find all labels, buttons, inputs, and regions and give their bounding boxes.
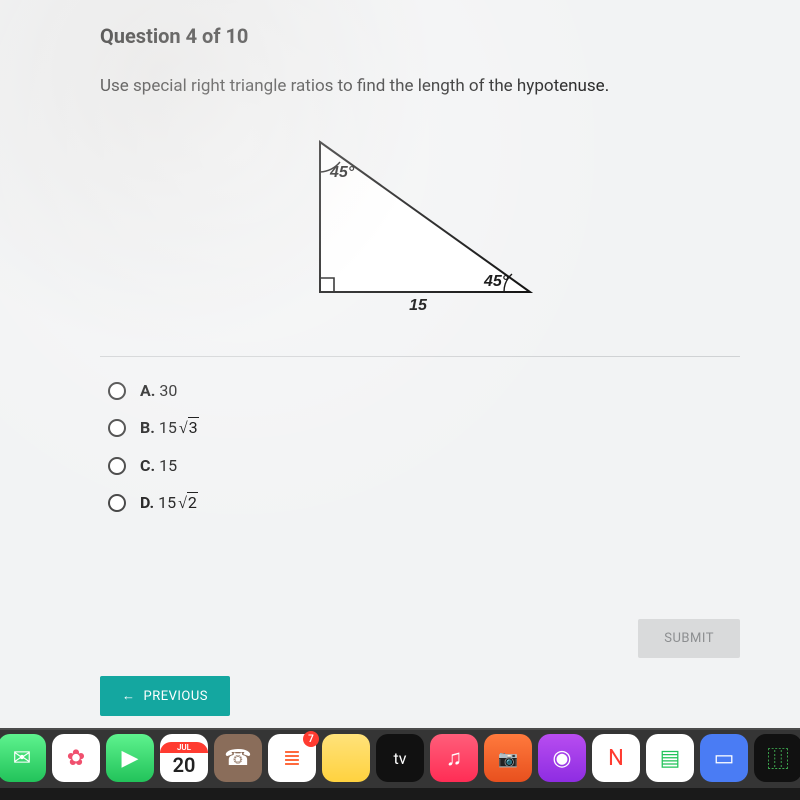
messages-icon[interactable]: ✉ <box>0 734 46 782</box>
tv-icon[interactable]: tv <box>376 734 424 782</box>
radio-a[interactable] <box>108 382 126 400</box>
reminders-icon[interactable]: ≣7 <box>268 734 316 782</box>
photobooth-icon[interactable]: 📷 <box>484 734 532 782</box>
stocks-icon[interactable]: ⿲ <box>754 734 800 782</box>
option-b-label: B. 15√3 <box>140 418 199 438</box>
podcasts-icon[interactable]: ◉ <box>538 734 586 782</box>
angle-top-label: 45° <box>329 164 355 181</box>
radio-b[interactable] <box>108 419 126 437</box>
calendar-month: JUL <box>160 742 208 753</box>
numbers-icon[interactable]: ▤ <box>646 734 694 782</box>
arrow-left-icon: ← <box>122 688 136 704</box>
radio-d[interactable] <box>108 494 126 512</box>
submit-button[interactable]: SUBMIT <box>638 619 740 658</box>
option-d[interactable]: D. 15√2 <box>108 493 740 513</box>
option-c[interactable]: C. 15 <box>108 456 740 475</box>
badge: 7 <box>303 731 319 747</box>
question-header: Question 4 of 10 <box>100 24 740 48</box>
news-icon[interactable]: N <box>592 734 640 782</box>
option-a[interactable]: A. 30 <box>108 381 740 400</box>
option-d-label: D. 15√2 <box>140 493 198 513</box>
music-icon[interactable]: ♫ <box>430 734 478 782</box>
macos-dock: ☺✉✿▶JUL20☎≣7tv♫📷◉N▤▭⿲✎ <box>0 728 800 788</box>
facetime-icon[interactable]: ▶ <box>106 734 154 782</box>
keynote-icon[interactable]: ▭ <box>700 734 748 782</box>
option-c-label: C. 15 <box>140 456 177 475</box>
option-a-label: A. 30 <box>140 381 177 400</box>
previous-button[interactable]: ← PREVIOUS <box>100 676 230 716</box>
divider <box>100 356 740 357</box>
photos-icon[interactable]: ✿ <box>52 734 100 782</box>
option-b[interactable]: B. 15√3 <box>108 418 740 438</box>
angle-right-label: 45° <box>483 273 509 290</box>
radio-c[interactable] <box>108 457 126 475</box>
triangle-figure: 45° 45° 15 <box>100 122 740 322</box>
question-prompt: Use special right triangle ratios to fin… <box>100 76 740 96</box>
quiz-screen: Question 4 of 10 Use special right trian… <box>0 0 800 730</box>
base-length-label: 15 <box>409 297 428 314</box>
calendar-icon[interactable]: JUL20 <box>160 734 208 782</box>
notes-icon[interactable] <box>322 734 370 782</box>
contacts-icon[interactable]: ☎ <box>214 734 262 782</box>
nav-row: SUBMIT <box>100 619 740 658</box>
triangle-svg: 45° 45° 15 <box>270 122 570 322</box>
calendar-day: 20 <box>173 753 196 775</box>
answer-options: A. 30 B. 15√3 C. 15 D. 15√2 <box>108 381 740 513</box>
